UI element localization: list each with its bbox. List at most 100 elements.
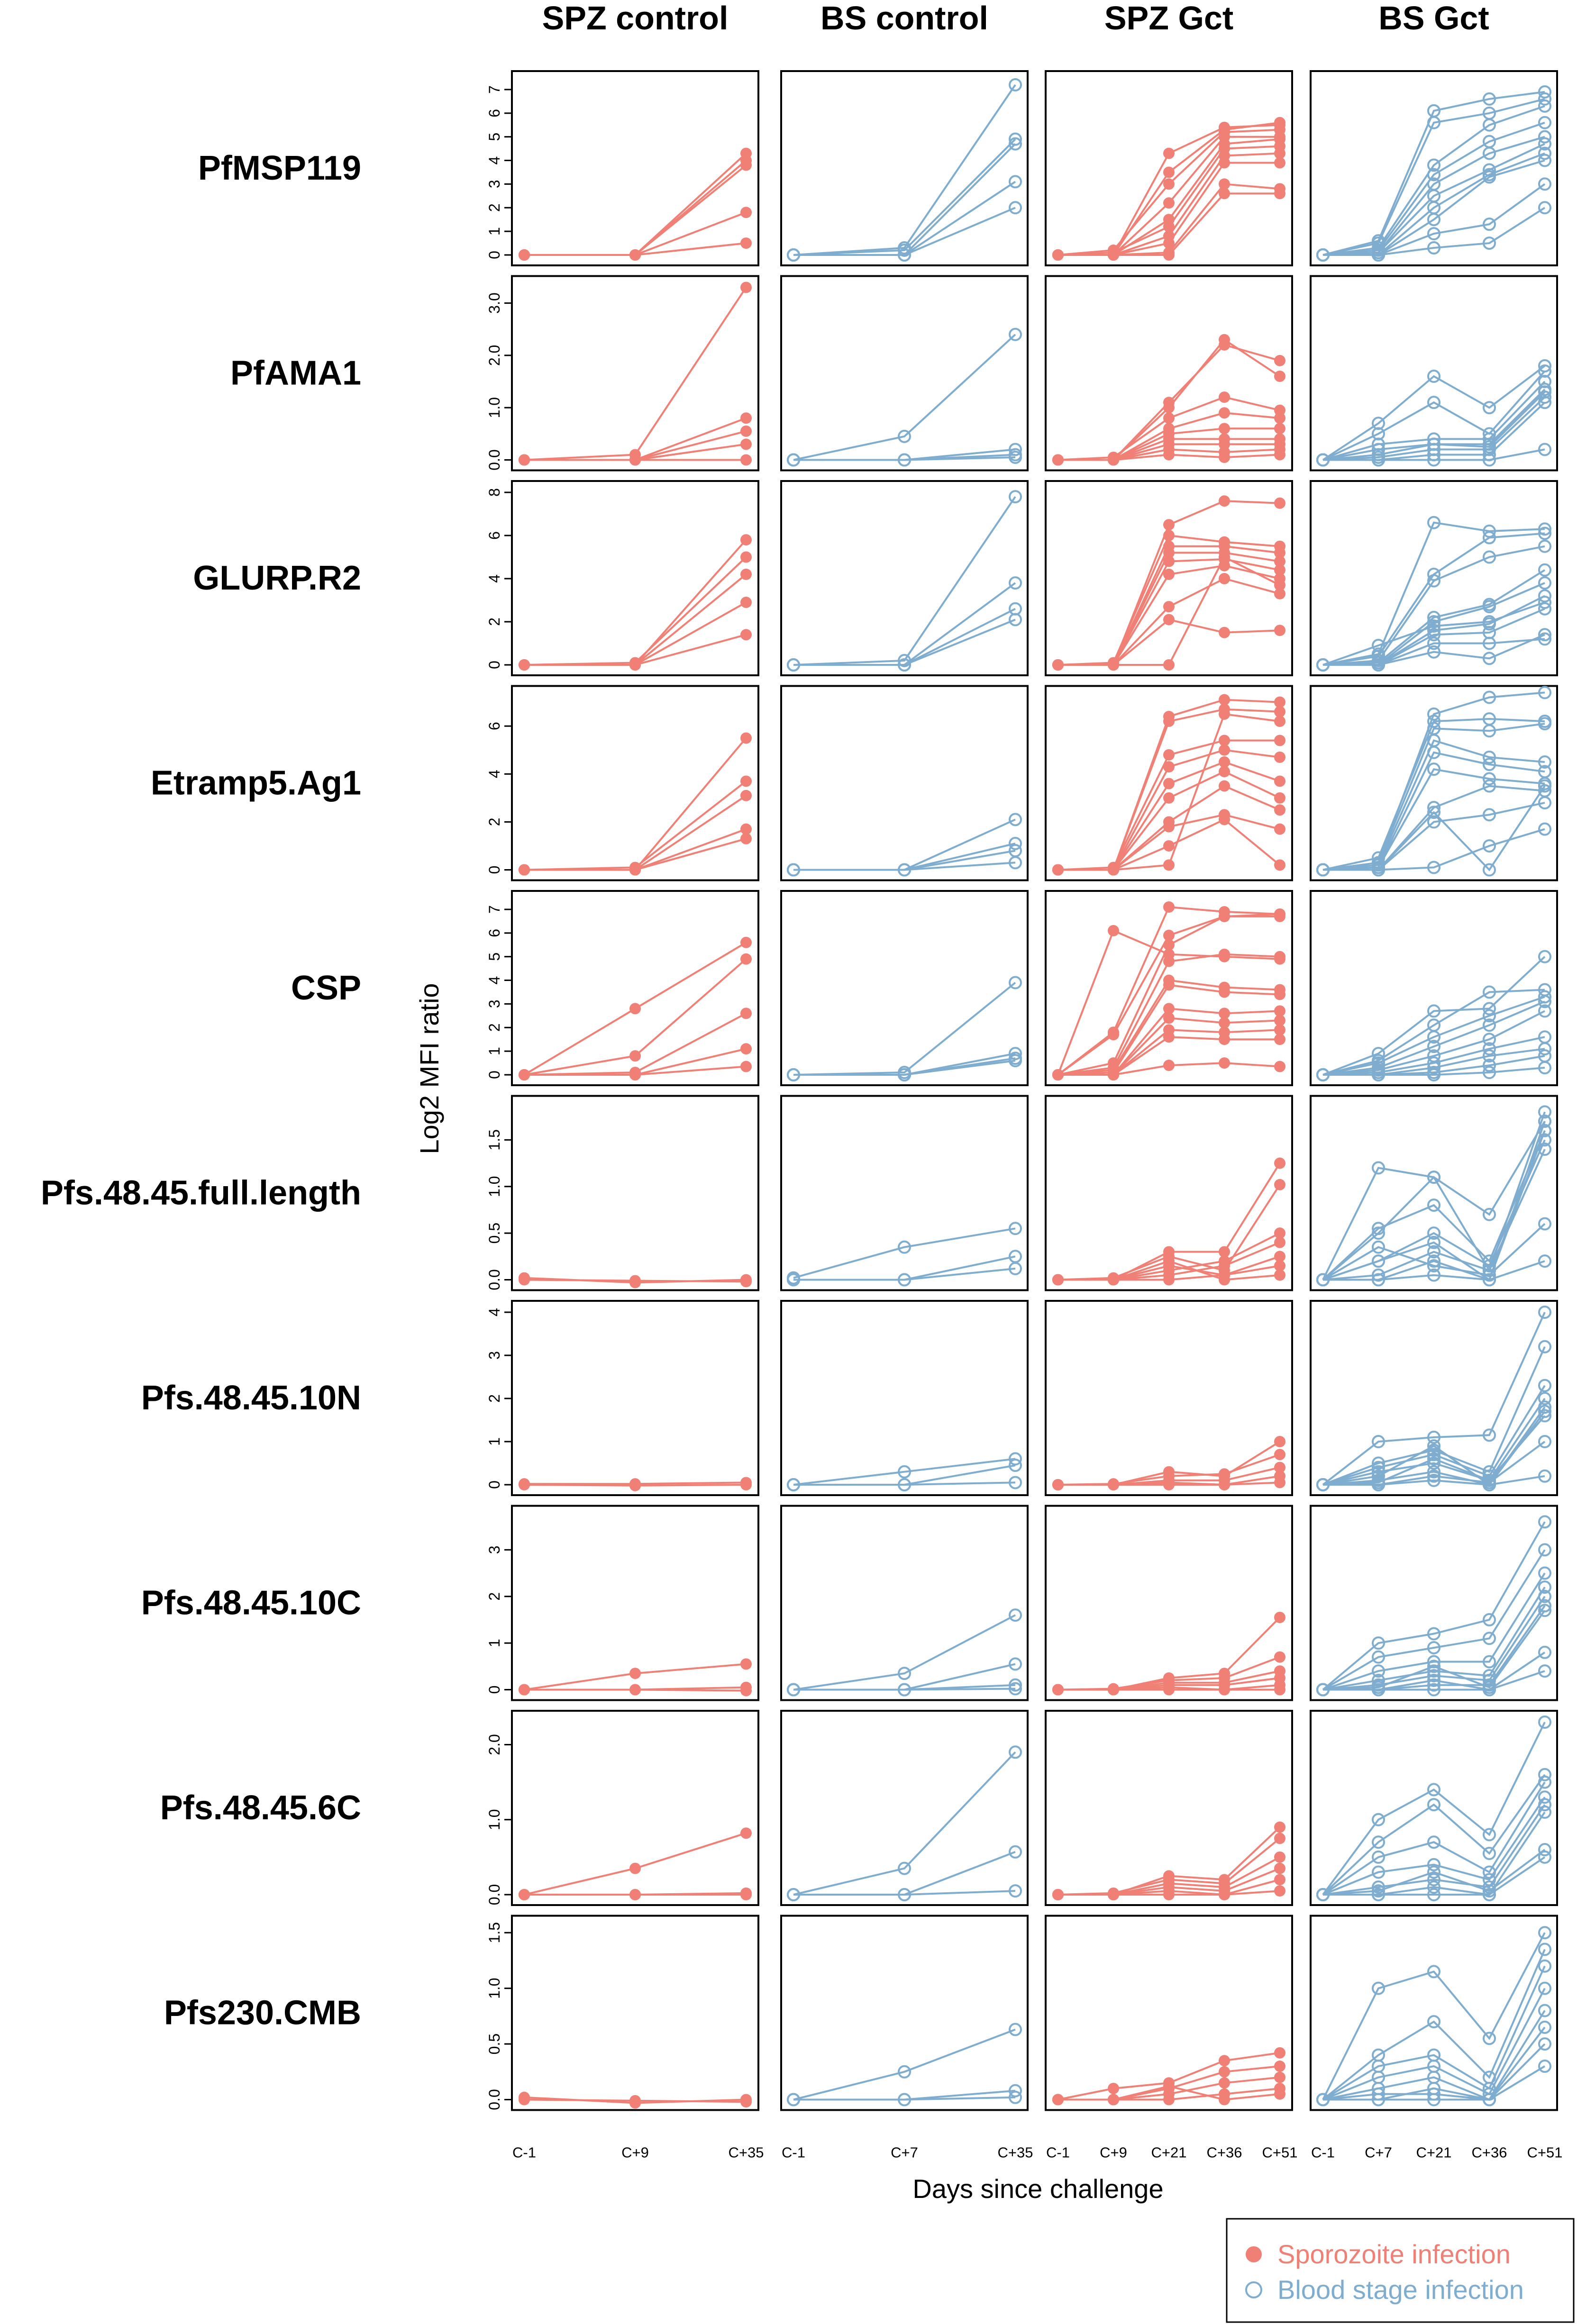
data-point [1483,758,1496,772]
data-point [1009,1452,1022,1466]
data-point [1274,1477,1285,1489]
data-point [1009,813,1022,826]
data-point [1219,735,1230,746]
data-point [1219,407,1230,419]
data-point [1163,147,1175,159]
y-tick-label: 1.0 [486,1176,503,1197]
x-tick-label: C+35 [729,2144,764,2161]
data-point [629,1684,641,1696]
data-point [1538,1124,1551,1137]
data-point [1538,995,1551,1008]
data-point [1483,1009,1496,1023]
data-point [1372,1222,1385,1235]
data-point [1274,910,1285,922]
data-point [1163,901,1175,913]
data-point [1427,624,1440,637]
data-point [1538,822,1551,836]
data-point [740,207,752,218]
data-point [1427,1004,1440,1018]
data-point [1219,1057,1230,1069]
data-point [1372,1650,1385,1664]
data-point [740,412,752,424]
y-tick-label: 1.0 [486,1809,503,1830]
series-line [1322,723,1545,871]
x-tick-label: C+21 [1416,2144,1452,2161]
data-point [1163,1060,1175,1071]
data-point [740,1889,752,1900]
data-point [1108,2083,1119,2095]
panel [1310,890,1558,1086]
data-point [1316,2093,1330,2106]
series-line [793,618,1016,666]
panel-frame [511,480,759,676]
series-line [1322,601,1545,666]
data-point [1538,1850,1551,1864]
panel [780,1915,1029,2111]
data-point [1483,1632,1496,1645]
data-point [519,1479,530,1490]
data-point [629,249,641,261]
data-point [1427,1835,1440,1849]
data-point [1163,1255,1175,1267]
row-label: Pfs.48.45.10N [141,1379,361,1417]
data-point [1219,1017,1230,1029]
panel-frame [511,1300,759,1496]
series-line [1323,1670,1545,1691]
data-point [740,568,752,580]
data-point [1538,1566,1551,1580]
x-tick-label: C-1 [1046,2144,1070,2161]
data-point [1427,645,1440,659]
panel [1310,1095,1558,1291]
data-point [1009,78,1022,91]
panel-frame [1310,685,1558,881]
series-line [1322,1223,1546,1281]
data-point [1483,2032,1496,2045]
data-point [1427,1655,1440,1669]
data-point [1372,248,1385,262]
series-line [1322,365,1546,461]
x-axis-ticks: C-1 C+9 C+35 C-1 C+7 C+35 C-1 C+9 C+21 C+36 C+51 C-… [512,2144,1562,2161]
data-point [1009,1608,1022,1622]
column-titles: SPZ control BS control SPZ Gct BS Gct [542,0,1489,36]
panel [1310,1300,1558,1496]
data-point [1009,1459,1022,1472]
data-point [1219,744,1230,756]
data-point [1219,2094,1230,2106]
data-point [1427,715,1440,728]
data-point [1274,775,1285,787]
data-point [1219,1274,1230,1286]
data-point [1538,1768,1551,1781]
data-point [1316,863,1330,877]
panel [1045,685,1293,881]
data-point [1163,821,1175,833]
data-point [1163,568,1175,580]
data-point [787,658,800,672]
data-point [740,597,752,608]
data-point [1483,1018,1496,1032]
y-tick-label: 0 [486,1686,503,1694]
data-point [1427,1865,1440,1879]
panel-frame [780,1505,1029,1701]
data-point [1427,1439,1440,1453]
data-point [898,1240,911,1254]
data-point [1163,547,1175,559]
data-point [1108,1889,1119,1900]
data-point [1372,1240,1385,1254]
legend: Sporozoite infection Blood stage infecti… [1226,2218,1575,2323]
panel-grid: 0 1 2 3 4 5 6 7 0.0 1.0 2.0 3.0 0 2 4 6 8 0 2 4 6 0 1 2 3 4 5 6 7 0.0… [486,70,1558,2111]
y-tick-label: 2 [486,1592,503,1601]
series-line [1322,1312,1546,1486]
series-line [793,1688,1016,1691]
series-line [1322,1036,1545,1076]
data-point [1538,1790,1551,1804]
data-point [1427,453,1440,467]
data-point [1219,1008,1230,1019]
data-point [1372,1636,1385,1650]
data-point [1372,1254,1385,1268]
data-point [1372,1273,1385,1287]
data-point [1427,1641,1440,1654]
series-line [1322,2043,1546,2101]
data-point [1538,527,1551,540]
series-line [1322,1596,1546,1691]
data-point [1483,236,1496,250]
